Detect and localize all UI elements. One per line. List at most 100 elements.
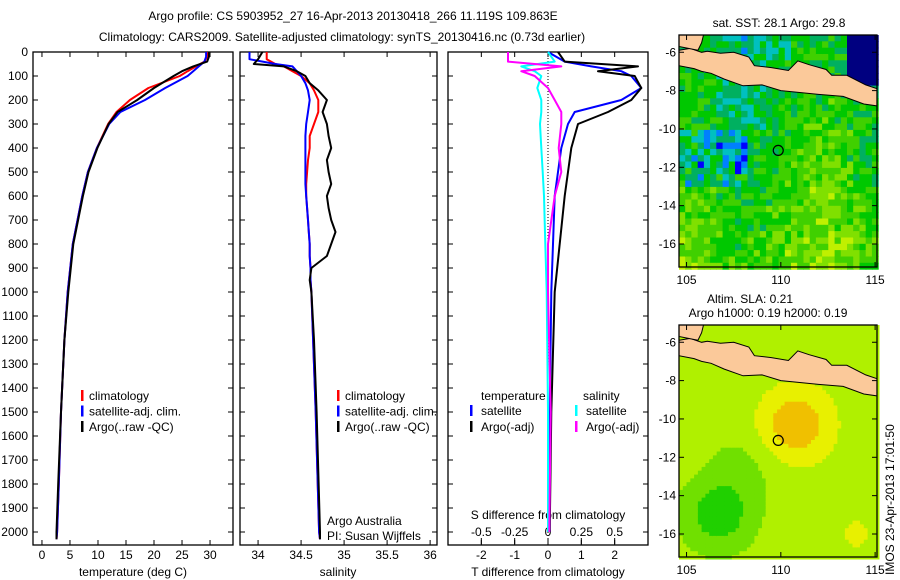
map-cell — [807, 409, 812, 414]
map-cell — [867, 516, 872, 522]
map-cell — [743, 417, 748, 422]
map-cell — [735, 325, 740, 330]
map-cell — [709, 524, 714, 529]
map-cell — [856, 432, 861, 437]
map-cell — [769, 336, 774, 341]
map-cell — [697, 493, 703, 499]
map-cell — [828, 174, 836, 182]
map-cell — [746, 451, 752, 456]
map-cell — [814, 489, 820, 495]
map-cell — [754, 325, 759, 330]
map-cell — [724, 440, 729, 445]
map-cell — [720, 524, 725, 529]
map-cell — [735, 174, 742, 182]
map-cell — [822, 455, 827, 460]
map-cell — [690, 509, 695, 514]
map-cell — [705, 447, 710, 453]
map-cell — [841, 489, 846, 495]
legend-swatch — [470, 405, 473, 416]
map-cell — [807, 463, 812, 468]
map-cell — [780, 409, 786, 414]
map-cell — [694, 432, 699, 437]
map-cell — [865, 104, 873, 112]
map-cell — [724, 516, 729, 522]
map-cell — [724, 325, 729, 330]
map-cell — [837, 451, 842, 456]
map-cell — [848, 355, 854, 361]
map-cell — [758, 428, 763, 433]
map-cell — [769, 409, 774, 414]
map-cell — [728, 547, 733, 552]
map-cell — [690, 455, 695, 460]
map-cell — [697, 547, 703, 552]
map-cell — [712, 466, 718, 472]
map-cell — [769, 397, 774, 403]
map-cell — [871, 73, 879, 80]
map-cell — [709, 486, 714, 491]
map-cell — [759, 237, 767, 245]
map-cell — [724, 451, 729, 456]
map-cell — [712, 535, 718, 541]
map-cell — [759, 231, 767, 238]
map-cell — [863, 348, 869, 353]
map-cell — [716, 478, 722, 483]
map-cell — [795, 436, 801, 441]
map-cell — [739, 382, 744, 387]
map-cell — [709, 447, 714, 453]
map-cell — [716, 104, 724, 112]
map-cell — [735, 539, 740, 545]
map-cell — [762, 424, 767, 430]
map-cell — [803, 409, 808, 414]
map-cell — [712, 397, 718, 403]
map-cell — [697, 218, 705, 226]
map-cell — [852, 394, 857, 399]
map-cell — [859, 41, 867, 49]
map-cell — [679, 420, 684, 426]
map-cell — [860, 528, 865, 533]
map-cell — [788, 455, 793, 460]
map-cell — [815, 123, 823, 131]
map-cell — [815, 155, 823, 163]
map-cell — [754, 463, 759, 468]
map-cell — [837, 509, 842, 514]
map-cell — [731, 336, 737, 341]
map-cell — [826, 432, 831, 437]
map-cell — [853, 142, 860, 150]
map-cell — [712, 428, 718, 433]
map-cell — [837, 543, 842, 548]
map-cell — [791, 155, 798, 163]
map-cell — [701, 363, 706, 368]
map-cell — [822, 336, 827, 341]
map-cell — [792, 440, 797, 445]
map-cell — [841, 417, 846, 422]
map-cell — [754, 512, 759, 518]
map-cell — [747, 250, 755, 257]
map-cell — [822, 54, 829, 61]
map-cell — [871, 428, 876, 433]
map-cell — [871, 256, 879, 264]
map-cell — [792, 336, 797, 341]
legend-swatch — [337, 421, 340, 432]
map-cell — [773, 432, 778, 437]
map-cell — [697, 543, 703, 548]
map-cell — [712, 493, 718, 499]
map-cell — [716, 486, 722, 491]
map-cell — [834, 136, 842, 144]
map-cell — [822, 348, 827, 353]
map-cell — [753, 174, 761, 182]
map-cell — [826, 470, 831, 476]
map-cell — [833, 328, 838, 334]
map-cell — [731, 443, 737, 449]
map-cell — [863, 489, 869, 495]
map-cell — [840, 256, 848, 264]
map-cell — [690, 420, 695, 426]
map-cell — [716, 378, 722, 384]
map-cell — [867, 478, 872, 483]
map-cell — [803, 451, 808, 456]
java-landmass — [678, 47, 878, 107]
map-cell — [863, 551, 869, 556]
map-cell — [694, 405, 699, 410]
map-cell — [799, 443, 805, 449]
map-cell — [705, 478, 710, 483]
map-cell — [784, 117, 792, 125]
